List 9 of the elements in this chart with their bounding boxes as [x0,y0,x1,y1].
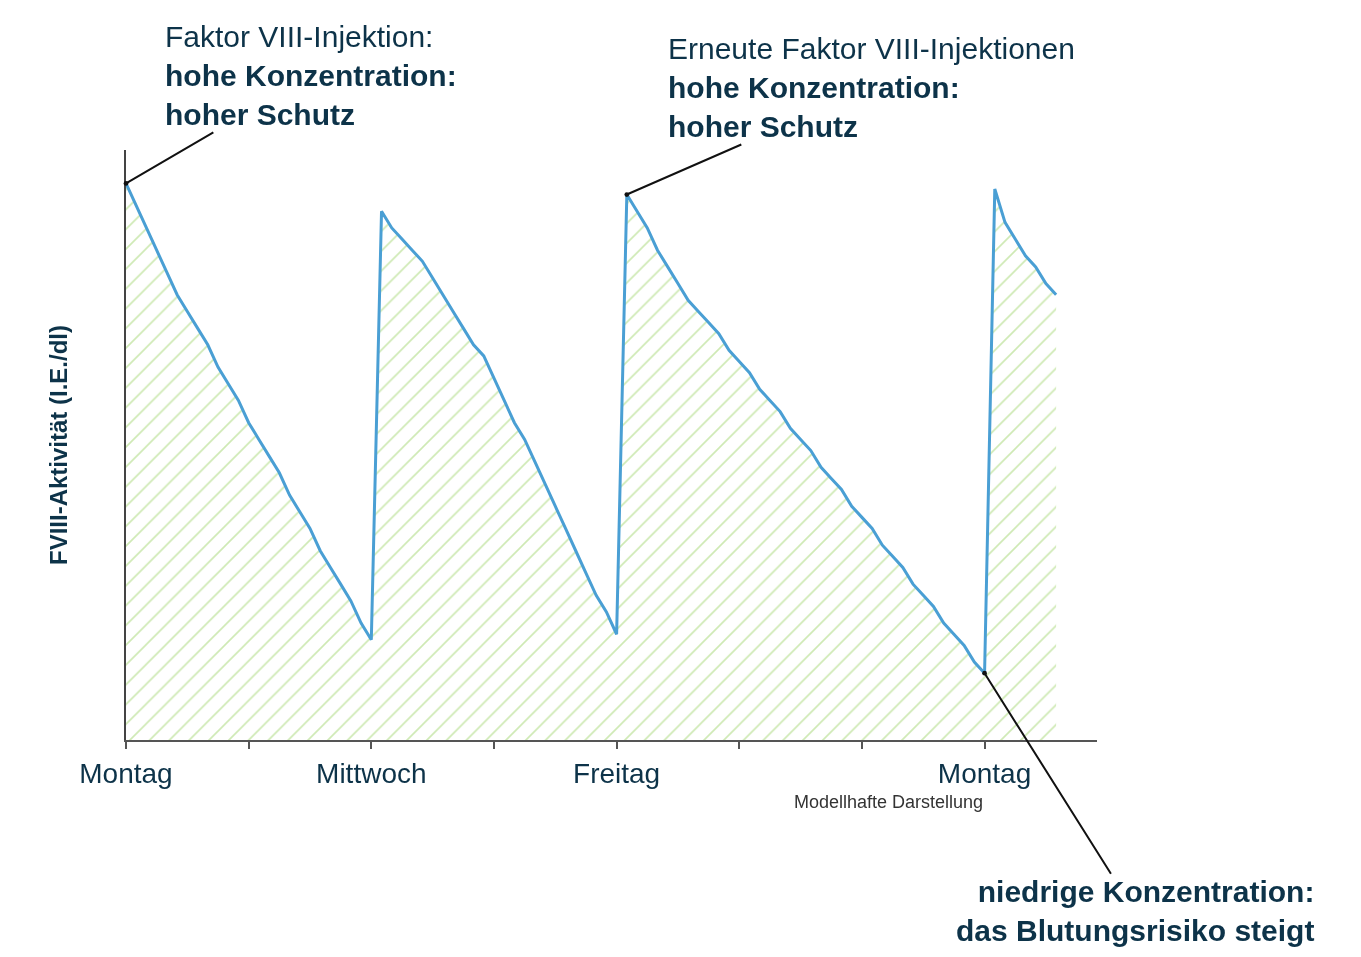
x-tick-label: Freitag [573,757,661,789]
text: niedrige Konzentration: das Blutungsrisiko steigt [956,875,1315,947]
x-tick-label: Mittwoch [316,757,427,789]
x-tick-label: Montag [937,757,1032,789]
text: Erneute Faktor VIII-Injektionen hohe Konzentration: hoher Schutz [668,32,1075,143]
x-tick-label: Montag [79,757,173,789]
text: Modellhafte Darstellung [794,792,984,812]
text: Faktor VIII-Injektion: hohe Konzentration: hoher Schutz [165,20,457,131]
y-axis-title: FVIII-Aktivität (I.E./dl) [44,324,72,566]
